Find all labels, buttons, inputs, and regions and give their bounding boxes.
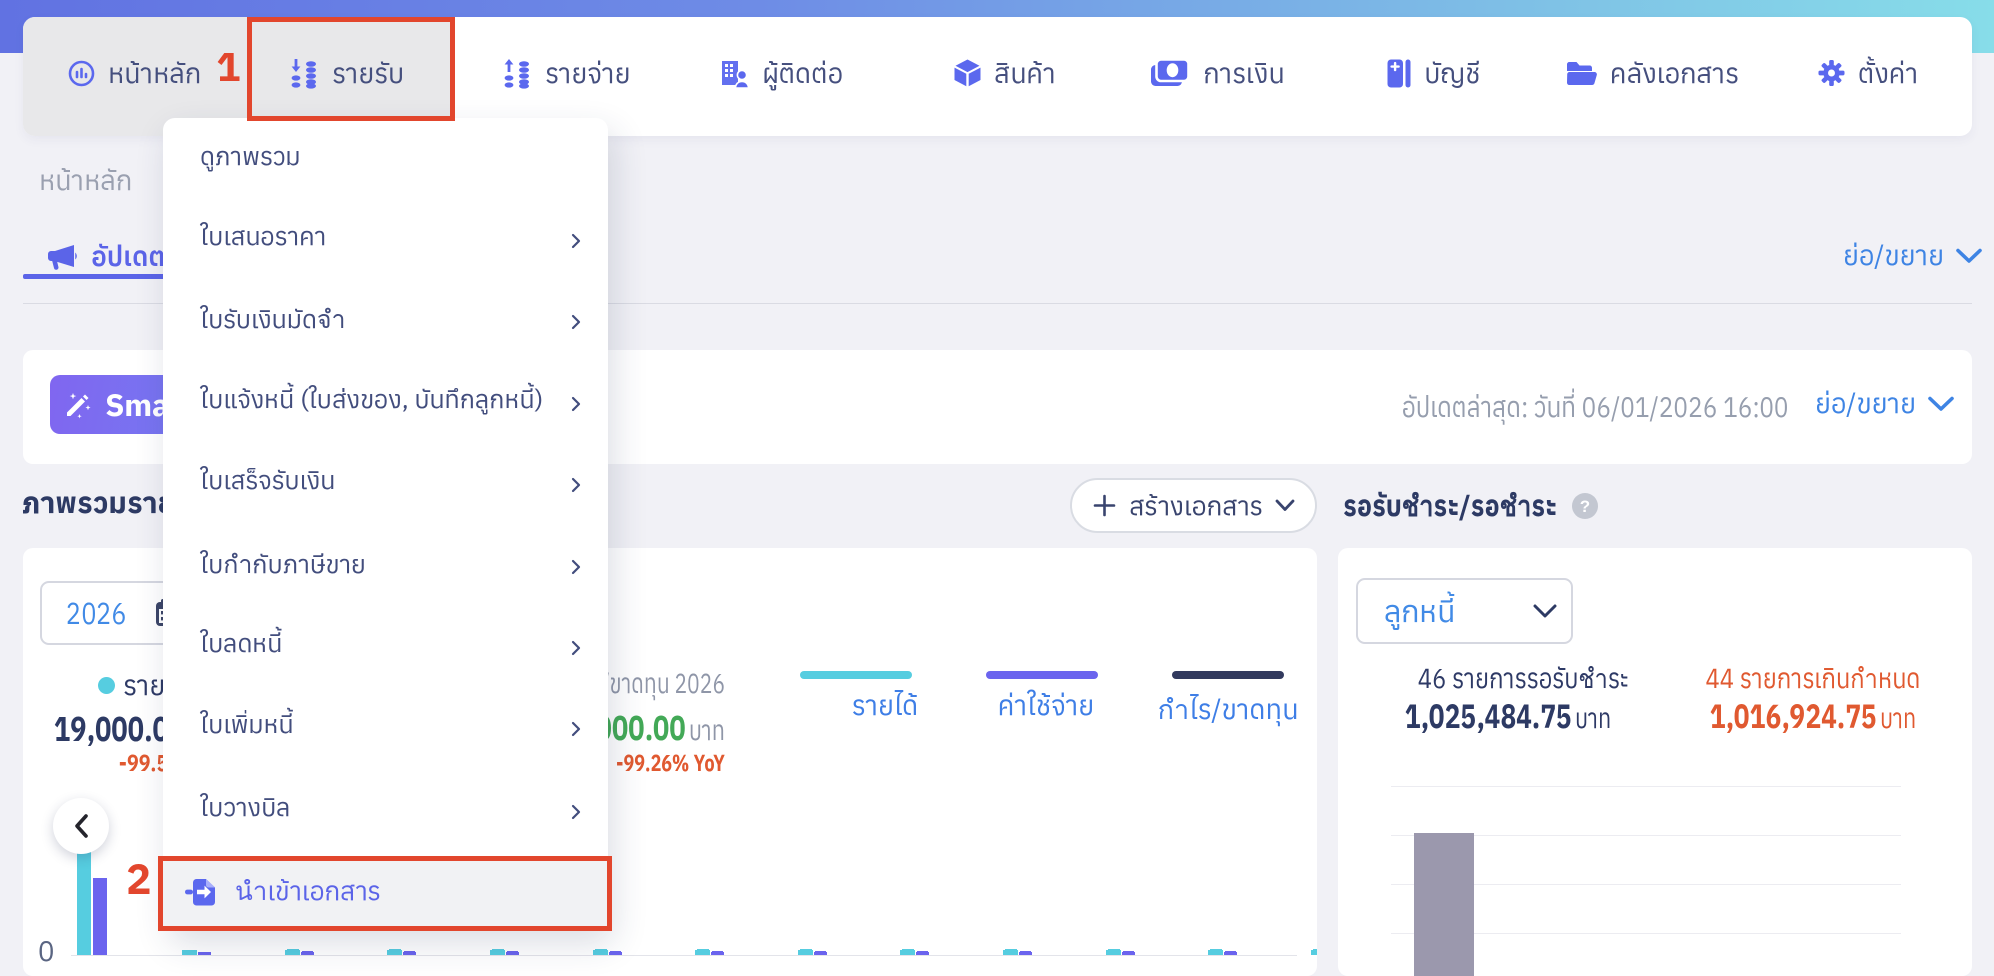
- svg-text:?: ?: [1580, 497, 1590, 516]
